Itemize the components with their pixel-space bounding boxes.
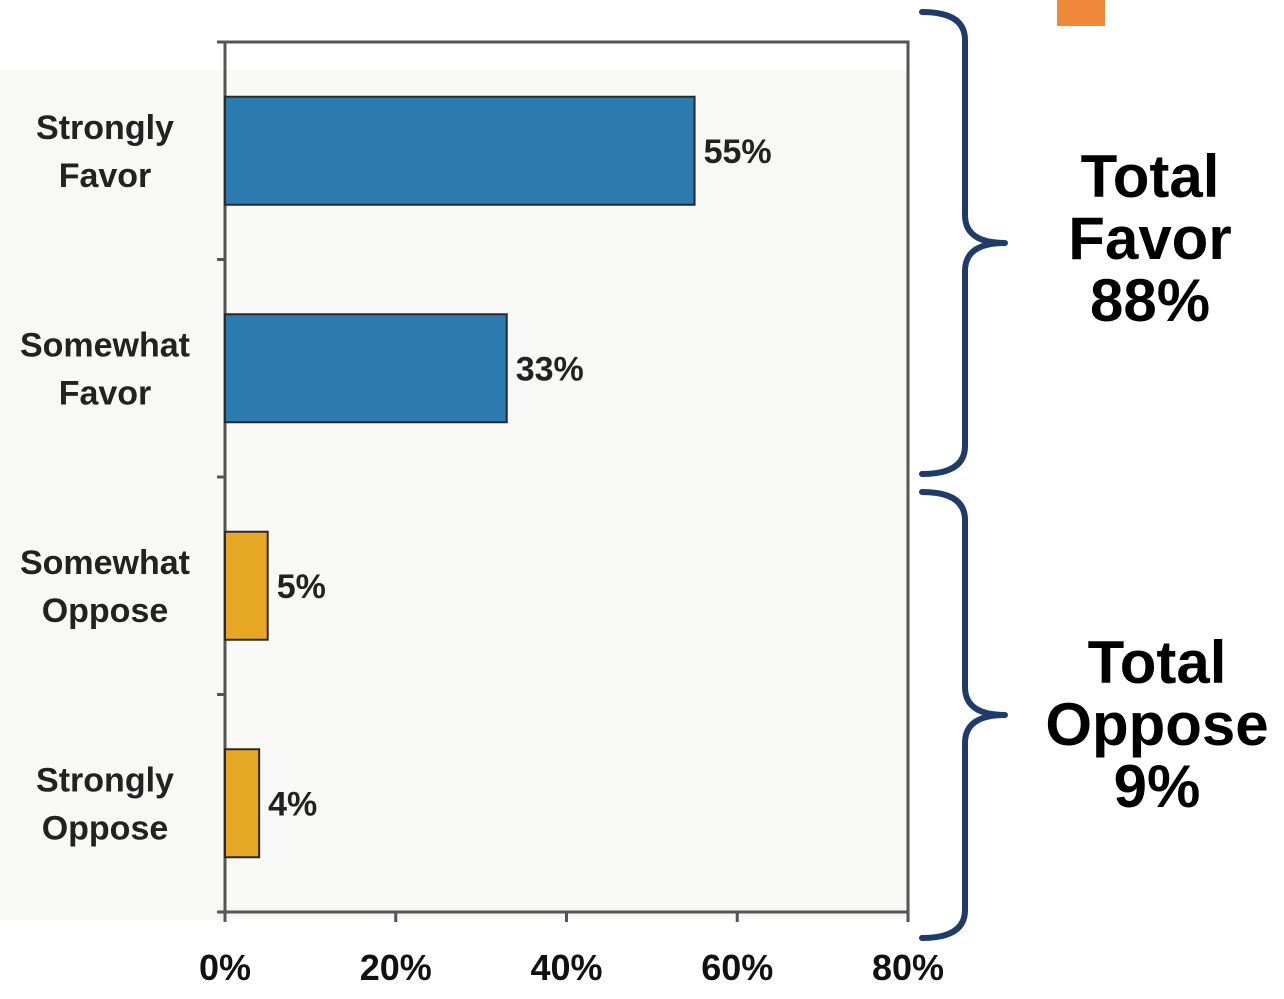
bar <box>224 95 696 206</box>
category-label: Somewhat Oppose <box>20 544 190 630</box>
oppose-bracket <box>919 489 1008 941</box>
bar <box>224 313 508 424</box>
bar <box>224 748 261 859</box>
x-tick-label: 60% <box>701 947 773 988</box>
x-tick-label: 0% <box>199 947 251 988</box>
category-label: Strongly Favor <box>36 109 174 195</box>
accent-mark <box>1057 0 1105 26</box>
x-tick-label: 80% <box>872 947 944 988</box>
data-label: 4% <box>268 785 317 823</box>
category-label: Strongly Oppose <box>36 761 174 847</box>
x-tick-label: 20% <box>360 947 432 988</box>
total-oppose-label: Total Oppose 9% <box>1045 629 1269 820</box>
favor-bracket <box>919 9 1008 477</box>
category-label: Somewhat Favor <box>20 326 190 412</box>
data-label: 33% <box>516 350 584 388</box>
bar <box>224 530 269 641</box>
plot-background <box>0 70 910 920</box>
data-label: 55% <box>704 133 772 171</box>
x-tick-label: 40% <box>530 947 602 988</box>
data-label: 5% <box>277 568 326 606</box>
total-favor-label: Total Favor 88% <box>1068 143 1232 334</box>
